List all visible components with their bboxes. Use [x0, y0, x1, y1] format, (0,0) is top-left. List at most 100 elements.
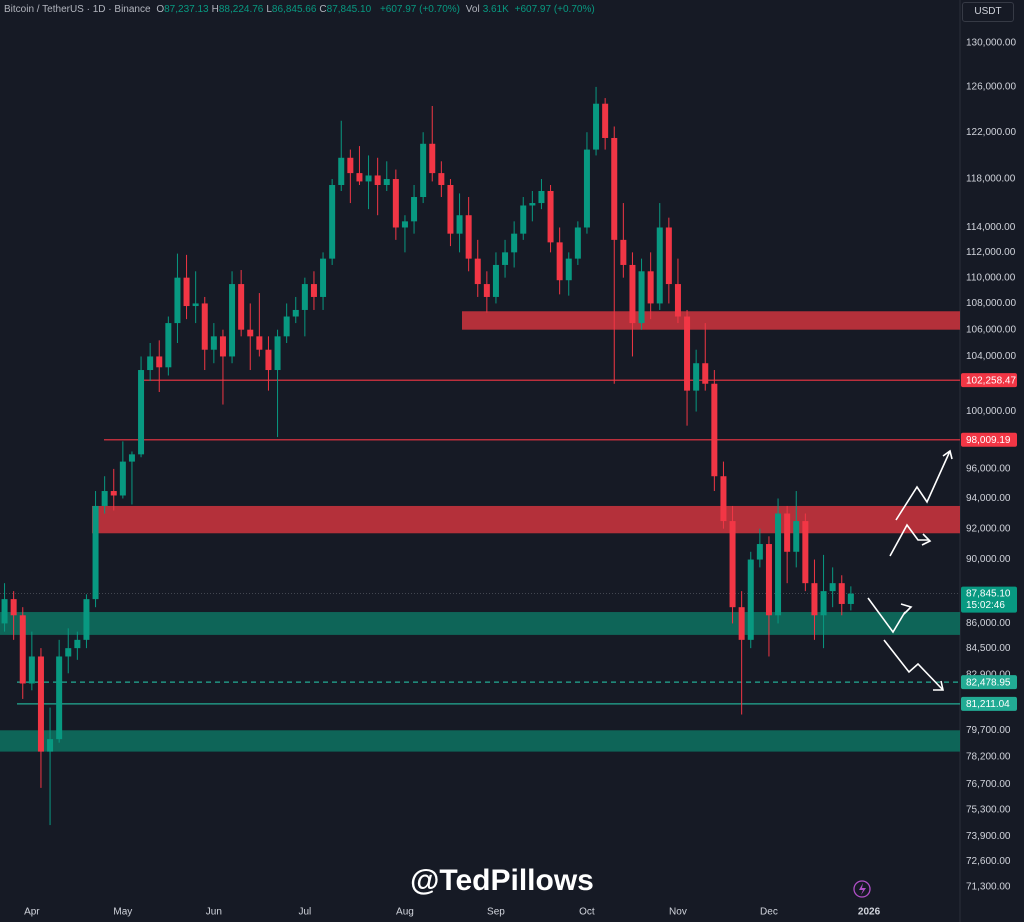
- candle-body: [729, 521, 736, 608]
- y-tick-label: 78,200.00: [966, 752, 1011, 763]
- price-tag-label: 98,009.19: [966, 435, 1011, 446]
- arrow-head: [921, 533, 932, 546]
- y-tick-label: 104,000.00: [966, 351, 1016, 362]
- candle-body: [629, 264, 636, 324]
- ohlc-value: 86,845.66: [271, 4, 317, 15]
- candle-body: [274, 336, 281, 371]
- price-tag-label: 82,478.95: [966, 677, 1011, 688]
- volume-label: Vol: [465, 4, 480, 15]
- x-tick-label: Jun: [206, 907, 222, 918]
- candle-body: [492, 264, 499, 297]
- candle-body: [56, 656, 63, 740]
- arrow: [883, 639, 944, 691]
- x-tick-label: Dec: [760, 907, 778, 918]
- candle-body: [793, 521, 800, 552]
- ohlc-value: 87,845.10: [326, 4, 372, 15]
- candle-body: [292, 309, 299, 317]
- candle-body: [620, 239, 627, 265]
- price-tag: [961, 675, 1017, 690]
- candle-body: [229, 284, 236, 357]
- y-tick-label: 114,000.00: [966, 222, 1016, 233]
- candle-body: [256, 336, 263, 350]
- candle-body: [438, 173, 445, 186]
- y-tick-label: 90,000.00: [966, 554, 1011, 565]
- candle-body: [465, 215, 472, 259]
- y-tick-label: 118,000.00: [966, 174, 1016, 185]
- candle-body: [356, 173, 363, 182]
- candle-body: [665, 227, 672, 285]
- candle-body: [784, 513, 791, 552]
- candle-body: [10, 599, 17, 616]
- change: +607.97 (+0.70%): [379, 4, 460, 15]
- candle-body: [647, 271, 654, 304]
- candle-body: [738, 607, 745, 640]
- price-tag-label: 81,211.04: [966, 699, 1010, 710]
- x-tick-label: Sep: [487, 907, 505, 918]
- x-tick-label: Jul: [298, 907, 311, 918]
- candle-body: [92, 505, 99, 600]
- candle-body: [483, 284, 490, 297]
- candle-body: [511, 233, 518, 253]
- candle-body: [1, 599, 8, 624]
- candle-body: [138, 370, 145, 455]
- x-tick-label: Oct: [579, 907, 595, 918]
- y-tick-label: 82,900.00: [966, 670, 1011, 681]
- candle-body: [201, 303, 208, 350]
- candle-body: [693, 363, 700, 391]
- volume: 3.61K: [482, 4, 509, 15]
- candle-body: [520, 205, 527, 234]
- watermark: @TedPillows: [410, 864, 594, 897]
- candle-body: [529, 203, 536, 206]
- price-tag-label: 102,258.47: [966, 375, 1016, 386]
- y-tick-label: 92,000.00: [966, 523, 1011, 534]
- candle-body: [756, 544, 763, 560]
- y-tick-label: 106,000.00: [966, 324, 1016, 335]
- candle-body: [456, 215, 463, 234]
- projection-arrows: [867, 449, 953, 691]
- x-tick-label: May: [113, 907, 132, 918]
- candle-body: [574, 227, 581, 259]
- candle-body: [210, 336, 217, 350]
- arrow: [889, 523, 929, 557]
- candle-body: [474, 258, 481, 285]
- candle-body: [383, 179, 390, 186]
- alert-icon[interactable]: [853, 880, 871, 898]
- candle-body: [420, 143, 427, 198]
- symbol-header: Bitcoin / TetherUS · 1D · Binance O87,23…: [4, 4, 598, 15]
- x-tick-label: 2026: [858, 907, 881, 918]
- candle-body: [565, 258, 572, 281]
- zone: [0, 730, 960, 752]
- candle-body: [802, 521, 809, 584]
- arrow-head: [900, 603, 913, 615]
- candle-body: [593, 103, 600, 150]
- zone: [92, 505, 960, 534]
- y-tick-label: 100,000.00: [966, 406, 1016, 417]
- symbol: Bitcoin / TetherUS · 1D · Binance: [4, 4, 151, 15]
- arrow: [867, 597, 906, 634]
- candle-body: [119, 461, 126, 496]
- currency-button[interactable]: USDT: [962, 2, 1014, 22]
- candle-body: [28, 656, 35, 684]
- candle-body: [374, 175, 381, 186]
- candle-body: [820, 591, 827, 616]
- candle-body: [392, 179, 399, 228]
- candle-body: [101, 491, 108, 506]
- candle-body: [638, 271, 645, 324]
- y-tick-label: 79,700.00: [966, 725, 1011, 736]
- ohlc-value: 88,224.76: [218, 4, 264, 15]
- y-tick-label: 71,300.00: [966, 881, 1011, 892]
- candle-body: [128, 454, 135, 462]
- y-tick-label: 84,500.00: [966, 643, 1011, 654]
- zone: [462, 311, 960, 330]
- candle-body: [165, 323, 172, 368]
- candle-body: [556, 242, 563, 281]
- candle-body: [329, 185, 336, 259]
- y-tick-label: 130,000.00: [966, 38, 1016, 49]
- candle-body: [847, 593, 854, 604]
- candle-body: [238, 284, 245, 330]
- y-tick-label: 76,700.00: [966, 779, 1011, 790]
- candle-body: [37, 656, 44, 752]
